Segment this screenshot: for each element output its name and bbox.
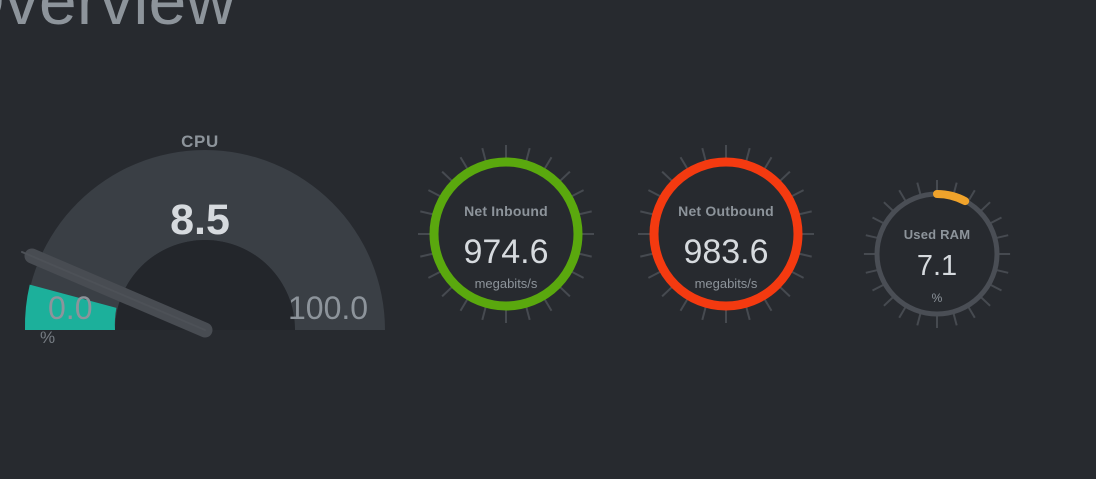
cpu-gauge-value-arc bbox=[24, 284, 117, 330]
cpu-gauge-dial bbox=[21, 150, 385, 338]
cpu-gauge-max-label: 100.0 bbox=[288, 290, 369, 326]
net-inbound-gauge[interactable]: Net Inbound 974.6 megabits/s bbox=[408, 143, 604, 359]
net-outbound-label: Net Outbound bbox=[678, 203, 774, 219]
used-ram-value: 7.1 bbox=[916, 250, 958, 282]
cpu-gauge-min-label: 0.0 bbox=[48, 290, 93, 326]
used-ram-value-arc bbox=[933, 190, 970, 206]
cpu-gauge[interactable]: CPU 8.5 0.0 100.0 % bbox=[0, 118, 400, 368]
net-inbound-value-ring bbox=[429, 157, 583, 311]
net-inbound-unit: megabits/s bbox=[474, 276, 538, 291]
used-ram-dial bbox=[863, 180, 1011, 328]
used-ram-unit: % bbox=[931, 291, 943, 305]
page-title: Overview bbox=[0, 0, 236, 39]
net-inbound-label: Net Inbound bbox=[464, 203, 548, 219]
net-outbound-dial bbox=[638, 145, 814, 323]
net-outbound-value-ring bbox=[649, 157, 803, 311]
cpu-gauge-label: CPU bbox=[181, 132, 219, 151]
net-inbound-value: 974.6 bbox=[463, 233, 549, 271]
cpu-gauge-unit: % bbox=[40, 328, 56, 347]
net-outbound-unit: megabits/s bbox=[694, 276, 758, 291]
used-ram-label: Used RAM bbox=[903, 227, 971, 242]
net-inbound-dial bbox=[418, 145, 594, 323]
cpu-gauge-needle-tip bbox=[21, 251, 206, 331]
net-outbound-value: 983.6 bbox=[683, 233, 769, 271]
used-ram-gauge[interactable]: Used RAM 7.1 % bbox=[852, 178, 1022, 358]
used-ram-ticks bbox=[863, 180, 1011, 328]
cpu-gauge-value: 8.5 bbox=[170, 196, 230, 244]
net-outbound-gauge[interactable]: Net Outbound 983.6 megabits/s bbox=[628, 143, 824, 359]
